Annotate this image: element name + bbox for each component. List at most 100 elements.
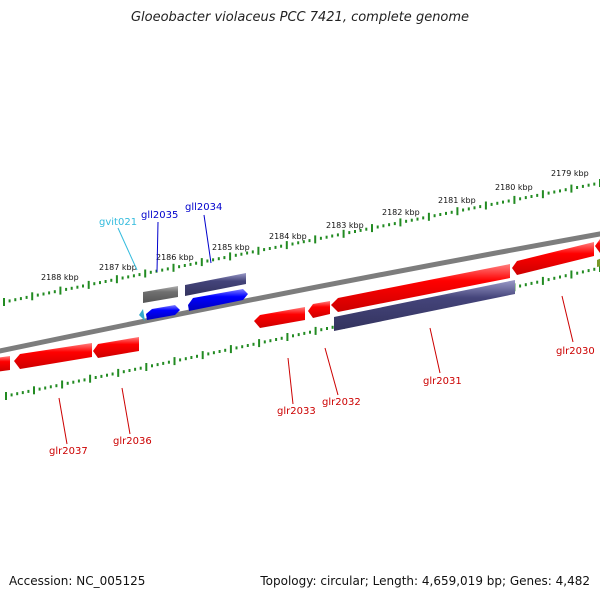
- tick-mark: [365, 227, 368, 231]
- tick-mark: [31, 292, 34, 301]
- tick-mark: [82, 284, 84, 288]
- tick-mark: [132, 274, 135, 278]
- forward-strand-genes: [0, 238, 600, 372]
- gene-label-glr2033[interactable]: glr2033: [277, 406, 316, 417]
- tick-mark: [467, 207, 470, 211]
- tick-mark: [111, 372, 114, 376]
- tick-mark: [308, 239, 311, 243]
- kbp-label: 2183 kbp: [326, 221, 364, 230]
- tick-mark: [151, 364, 153, 368]
- tick-mark: [513, 195, 516, 204]
- tick-mark: [593, 182, 596, 186]
- gene-gll2035[interactable]: [146, 305, 180, 320]
- tick-mark: [106, 373, 108, 377]
- tick-mark: [297, 241, 300, 245]
- gene-label-glr2037[interactable]: glr2037: [49, 446, 88, 457]
- tick-mark: [234, 253, 237, 257]
- tick-mark: [302, 240, 305, 244]
- tick-mark: [507, 199, 510, 203]
- tick-mark: [576, 271, 579, 275]
- tick-mark: [179, 358, 182, 362]
- genome-summary: Topology: circular; Length: 4,659,019 bp…: [260, 574, 590, 588]
- tick-mark: [268, 247, 271, 250]
- tick-mark: [297, 333, 300, 337]
- tick-mark: [541, 276, 544, 285]
- tick-mark: [326, 327, 328, 330]
- gene-glr2032[interactable]: [308, 301, 330, 318]
- tick-mark: [217, 257, 220, 261]
- gene-right-edge[interactable]: [595, 238, 600, 253]
- tick-mark: [325, 235, 328, 239]
- tick-mark: [167, 360, 170, 364]
- gene-left-edge[interactable]: [0, 356, 10, 372]
- tick-mark: [502, 200, 504, 204]
- tick-mark: [235, 346, 238, 350]
- gene-gll2035-outer[interactable]: [143, 286, 178, 303]
- tick-mark: [257, 246, 260, 255]
- kbp-scale: 2188 kbp 2187 kbp 2186 kbp 2185 kbp 2184…: [41, 169, 589, 282]
- tick-mark: [553, 276, 556, 280]
- gene-glr2037[interactable]: [14, 343, 92, 369]
- tick-mark: [570, 184, 573, 193]
- gene-label-glr2030[interactable]: glr2030: [556, 346, 595, 357]
- tick-mark: [38, 387, 41, 391]
- tick-mark: [110, 278, 113, 282]
- tick-mark: [155, 269, 158, 273]
- tick-mark: [190, 356, 193, 359]
- tick-mark: [456, 207, 459, 216]
- tick-mark: [559, 275, 561, 279]
- gene-label-glr2031[interactable]: glr2031: [423, 376, 462, 387]
- kbp-label: 2182 kbp: [382, 208, 420, 217]
- tick-mark: [218, 350, 221, 353]
- gene-label-glr2036[interactable]: glr2036: [113, 436, 152, 447]
- tick-mark: [292, 334, 294, 338]
- tick-mark: [76, 285, 79, 289]
- tick-mark: [524, 196, 527, 200]
- tick-mark: [240, 252, 243, 256]
- kbp-label: 2187 kbp: [99, 263, 137, 272]
- tick-mark: [564, 188, 567, 192]
- tick-mark: [66, 381, 69, 385]
- gene-right-edge-small[interactable]: [597, 258, 600, 267]
- tick-mark: [246, 251, 249, 255]
- tick-mark: [593, 267, 596, 271]
- tick-mark: [564, 274, 567, 278]
- tick-mark: [286, 333, 289, 341]
- gene-glr2031-inner[interactable]: [334, 280, 515, 331]
- tick-mark: [14, 298, 17, 302]
- tick-mark: [314, 326, 317, 335]
- tick-mark: [3, 298, 5, 306]
- tick-mark: [536, 193, 539, 197]
- gene-glr2036[interactable]: [93, 337, 139, 358]
- tick-mark: [189, 262, 192, 266]
- gene-label-gll2034[interactable]: gll2034: [185, 202, 222, 213]
- tick-mark: [83, 378, 86, 382]
- tick-mark: [166, 267, 169, 271]
- tick-mark: [122, 370, 125, 374]
- tick-mark: [229, 345, 232, 354]
- gene-glr2030[interactable]: [512, 242, 594, 275]
- gene-glr2031[interactable]: [331, 264, 510, 312]
- tick-mark: [246, 344, 249, 347]
- tick-mark: [530, 195, 533, 198]
- gene-label-glr2032[interactable]: glr2032: [322, 397, 361, 408]
- tick-mark: [484, 201, 487, 210]
- tick-mark: [19, 297, 22, 301]
- tick-mark: [252, 342, 255, 346]
- gene-gll2034-outer[interactable]: [185, 273, 246, 296]
- tick-mark: [524, 283, 527, 287]
- tick-mark: [138, 273, 141, 277]
- gene-gvit021[interactable]: [139, 309, 145, 321]
- kbp-label: 2186 kbp: [156, 253, 194, 262]
- leader-line: [287, 357, 294, 405]
- bottom-gene-labels: glr2037 glr2036 glr2033 glr2032 glr2031 …: [49, 295, 595, 457]
- tick-mark: [274, 245, 277, 249]
- gene-glr2033[interactable]: [254, 307, 305, 328]
- tick-mark: [405, 219, 408, 223]
- gene-gll2034[interactable]: [188, 289, 248, 311]
- gene-label-gvit021[interactable]: gvit021: [99, 217, 137, 228]
- leader-line: [117, 227, 138, 271]
- gene-label-gll2035[interactable]: gll2035: [141, 210, 178, 221]
- tick-mark: [359, 228, 362, 232]
- leader-line: [121, 387, 131, 435]
